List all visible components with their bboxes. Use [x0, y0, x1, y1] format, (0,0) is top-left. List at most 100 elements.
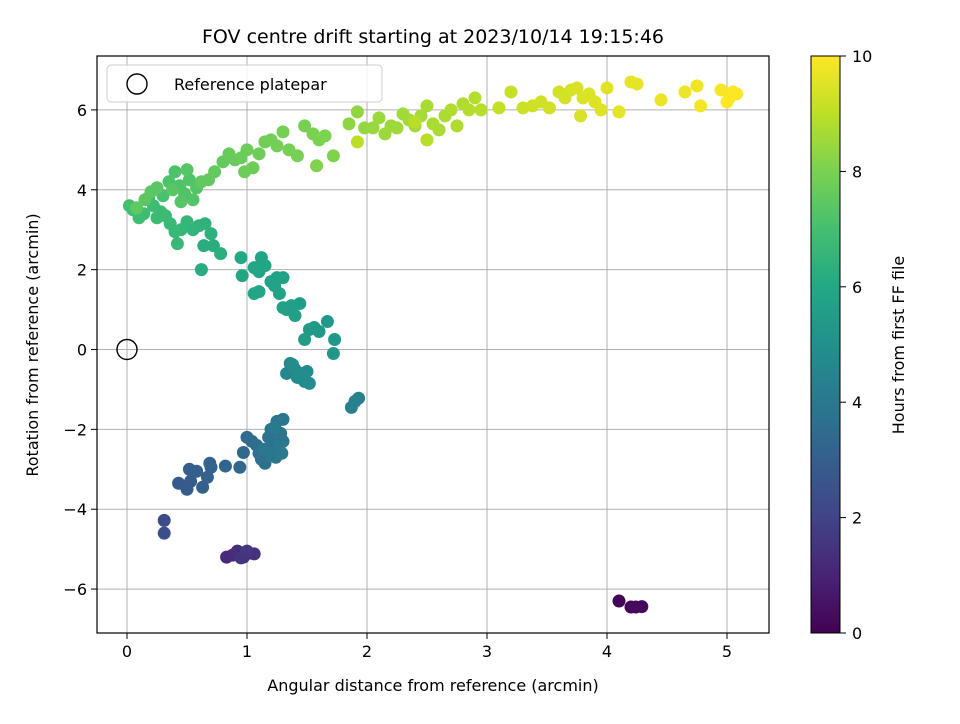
data-point: [196, 480, 210, 494]
y-tick-label: 6: [77, 101, 87, 120]
data-point: [276, 125, 290, 139]
data-point: [350, 135, 364, 149]
data-point: [157, 526, 171, 540]
x-tick-label: 4: [602, 642, 612, 661]
data-point: [298, 333, 312, 347]
data-point: [630, 77, 644, 91]
data-point: [390, 121, 404, 135]
data-point: [600, 81, 614, 95]
data-point: [203, 456, 217, 470]
data-point: [130, 201, 144, 215]
data-point: [247, 261, 261, 275]
data-point: [157, 513, 171, 527]
data-point: [270, 139, 284, 153]
colorbar-ticks: 0 2 4 6 8 10: [840, 47, 872, 643]
data-point: [204, 227, 218, 241]
reference-point-marker: [116, 338, 138, 361]
x-tick-label: 1: [242, 642, 252, 661]
grid-lines: [97, 56, 769, 633]
data-point: [570, 81, 584, 95]
data-point: [594, 103, 608, 117]
data-point: [138, 193, 152, 207]
colorbar-tick-label: 0: [852, 624, 862, 643]
y-axis-label: Rotation from reference (arcmin): [23, 213, 42, 476]
data-point: [654, 93, 668, 107]
colorbar-tick-label: 2: [852, 509, 862, 528]
data-point: [690, 79, 704, 93]
data-point: [612, 105, 626, 119]
data-point: [432, 123, 446, 137]
y-tick-label: −2: [63, 420, 87, 439]
data-point: [166, 183, 180, 197]
data-point: [366, 121, 380, 135]
colorbar-gradient: [810, 55, 841, 634]
x-axis-label: Angular distance from reference (arcmin): [267, 676, 598, 695]
data-point: [168, 165, 182, 179]
data-point: [276, 412, 290, 426]
data-point: [286, 358, 300, 372]
data-point: [233, 460, 247, 474]
data-point: [342, 117, 356, 131]
data-point: [320, 315, 334, 329]
data-point: [150, 211, 164, 225]
data-point: [720, 95, 734, 109]
y-tick-label: 4: [77, 181, 87, 200]
data-point: [236, 446, 250, 460]
data-point: [678, 85, 692, 99]
y-tick-label: 0: [77, 340, 87, 359]
data-point: [714, 83, 728, 97]
data-point: [200, 470, 214, 484]
data-point: [420, 99, 434, 113]
data-point: [184, 474, 198, 488]
x-axis-ticks: 0 1 2 3 4 5: [122, 633, 732, 661]
data-points: [122, 75, 744, 614]
data-point: [235, 269, 249, 283]
data-point: [629, 600, 643, 614]
colorbar-tick-label: 4: [852, 393, 862, 412]
colorbar-tick-label: 6: [852, 278, 862, 297]
data-point: [170, 237, 184, 251]
data-point: [180, 163, 194, 177]
data-point: [208, 165, 222, 179]
chart-title: FOV centre drift starting at 2023/10/14 …: [202, 26, 664, 48]
data-point: [574, 109, 588, 123]
data-point: [252, 147, 266, 161]
data-point: [296, 370, 310, 384]
data-point: [504, 85, 518, 99]
data-point: [302, 323, 316, 337]
colorbar-tick-label: 8: [852, 162, 862, 181]
data-point: [268, 420, 282, 434]
x-tick-label: 0: [122, 642, 132, 661]
data-point: [186, 193, 200, 207]
data-point: [246, 161, 260, 175]
colorbar-tick-label: 10: [852, 47, 872, 66]
data-point: [240, 143, 254, 157]
data-point: [474, 103, 488, 117]
data-point: [730, 87, 744, 101]
data-point: [444, 103, 458, 117]
data-point: [318, 129, 332, 143]
y-tick-label: 2: [77, 261, 87, 280]
data-point: [276, 301, 290, 315]
data-point: [197, 239, 211, 253]
colorbar-label: Hours from first FF file: [889, 256, 908, 435]
data-point: [240, 544, 254, 558]
data-point: [408, 115, 422, 129]
data-point: [298, 119, 312, 133]
x-tick-label: 3: [482, 642, 492, 661]
data-point: [328, 333, 342, 347]
plot-frame: [96, 55, 770, 634]
data-point: [420, 133, 434, 147]
y-tick-label: −4: [63, 500, 87, 519]
data-point: [264, 448, 278, 462]
data-point: [214, 247, 228, 261]
data-point: [326, 346, 340, 360]
data-point: [612, 594, 626, 608]
colorbar: 0 2 4 6 8 10 Hours from first FF file: [810, 47, 908, 643]
data-point: [468, 91, 482, 105]
data-point: [372, 111, 386, 125]
data-point: [492, 101, 506, 115]
data-point: [462, 103, 476, 117]
